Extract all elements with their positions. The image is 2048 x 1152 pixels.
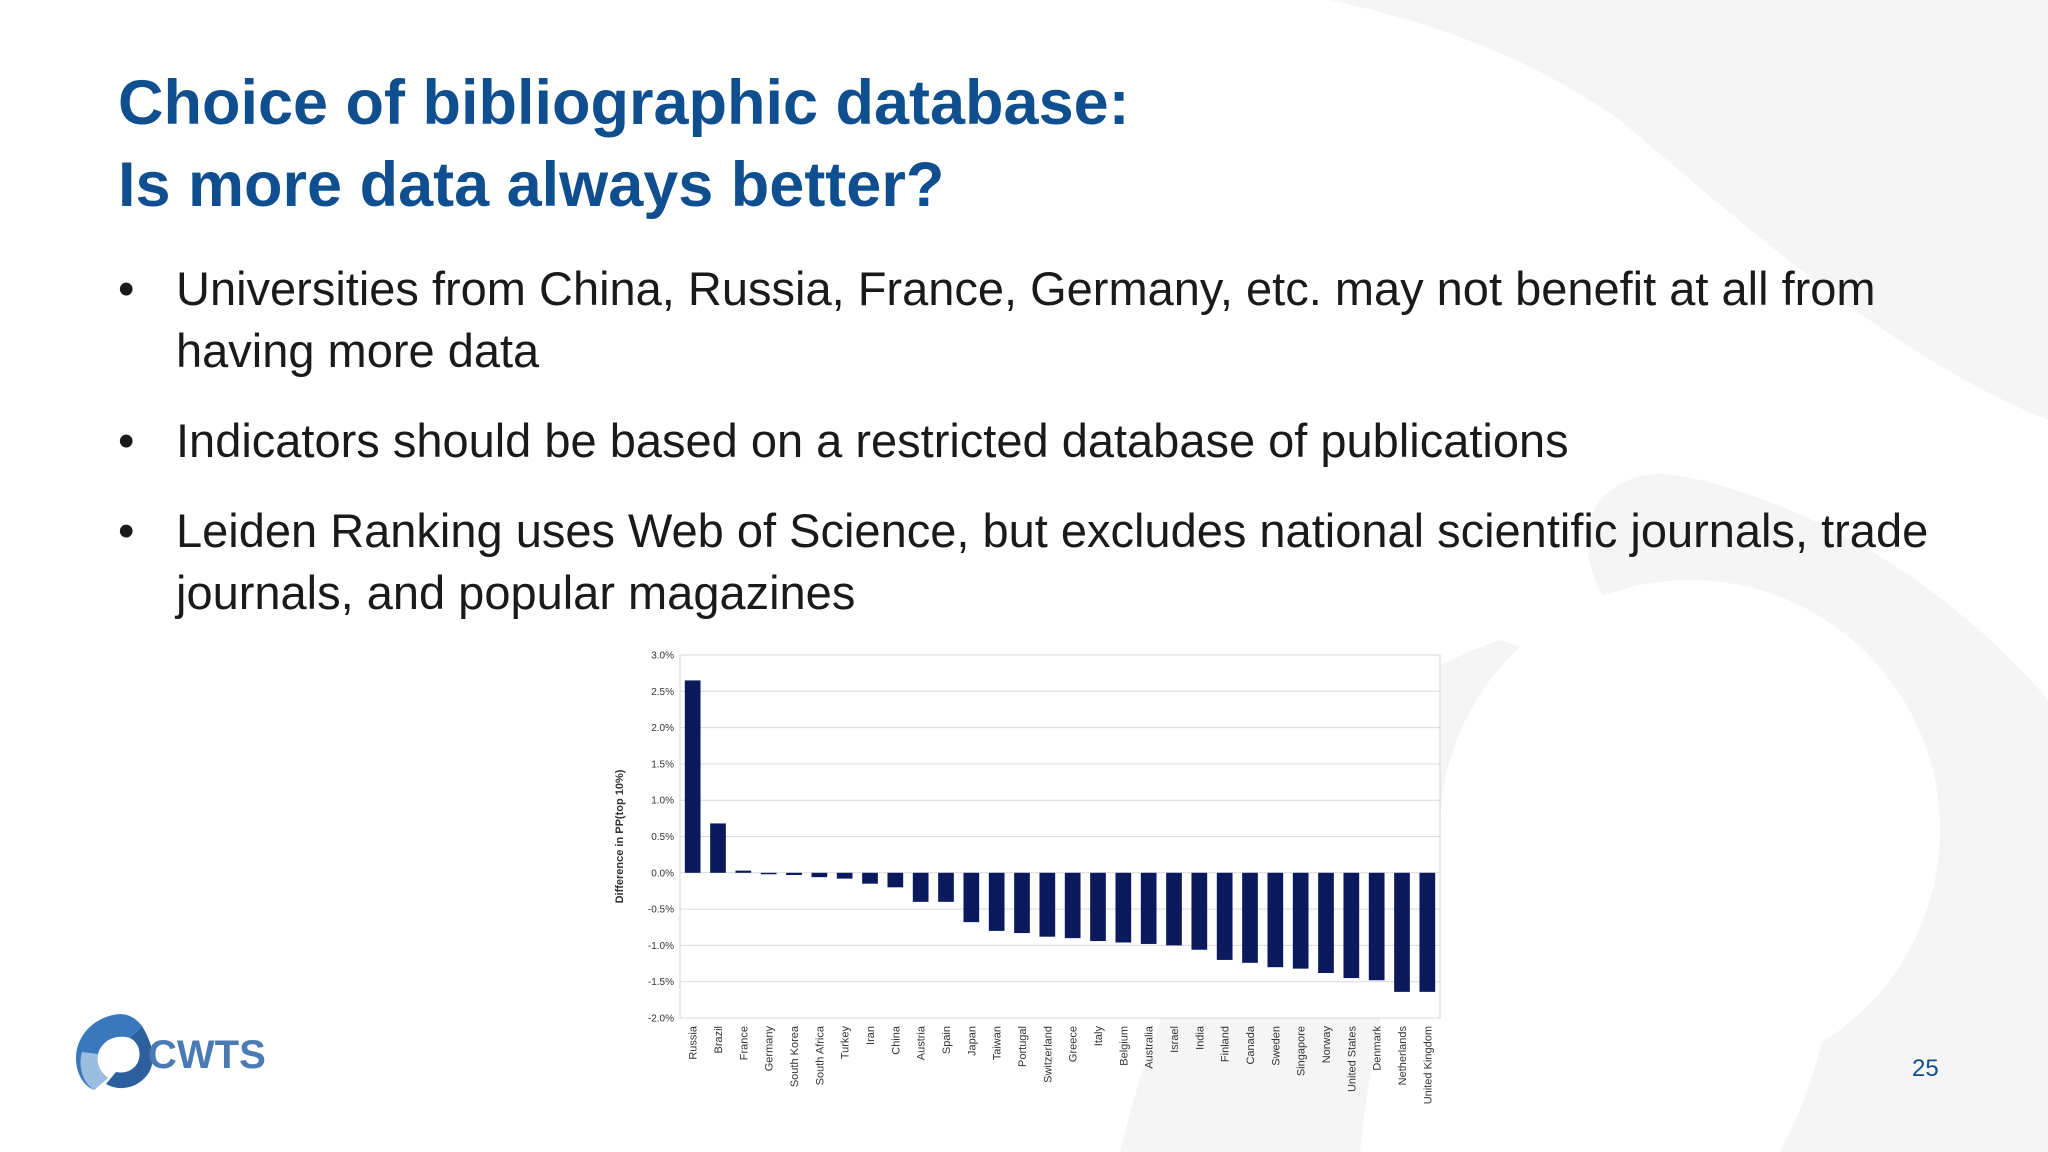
bar-canada: [1242, 872, 1258, 963]
x-tick-label: Italy: [1093, 1026, 1105, 1047]
bar-brazil: [710, 823, 726, 873]
x-tick-label: United States: [1346, 1026, 1358, 1093]
bar-spain: [938, 872, 954, 902]
x-tick-label: Spain: [941, 1026, 953, 1054]
bar-singapore: [1292, 872, 1309, 969]
bar-germany: [760, 872, 777, 875]
bar-taiwan: [988, 872, 1005, 931]
cwts-logo-mark: [76, 1014, 153, 1090]
bar-netherlands: [1394, 872, 1410, 992]
bar-united-states: [1343, 872, 1360, 979]
bar-australia: [1140, 872, 1157, 944]
page-number: 25: [1912, 1055, 1939, 1082]
bar-japan: [963, 872, 980, 923]
x-tick-label: Denmark: [1372, 1026, 1384, 1071]
bar-switzerland: [1039, 872, 1056, 937]
cwts-logo: CWTS: [76, 1014, 266, 1090]
bar-united-kingdom: [1419, 872, 1436, 992]
x-tick-label: Japan: [966, 1026, 978, 1056]
x-tick-label: Greece: [1068, 1026, 1080, 1062]
x-tick-label: South Korea: [789, 1025, 801, 1087]
bar-france: [735, 870, 752, 873]
bar-turkey: [836, 872, 853, 879]
bar-norway: [1318, 872, 1334, 973]
bullet-text: Indicators should be based on a restrict…: [176, 414, 1569, 467]
bar-austria: [912, 872, 929, 902]
bar-belgium: [1115, 872, 1132, 943]
bar-china: [887, 872, 904, 888]
bar-russia: [684, 680, 701, 873]
bar-finland: [1216, 872, 1233, 960]
x-tick-label: Taiwan: [992, 1026, 1004, 1060]
gridlines: [680, 654, 1440, 1019]
x-tick-label: South Africa: [814, 1025, 826, 1085]
bar-south-africa: [811, 872, 828, 878]
bar-portugal: [1014, 872, 1030, 934]
bullet-marker: •: [118, 504, 135, 557]
bullet-text: Universities from China, Russia, France,…: [176, 262, 1876, 377]
bar-italy: [1090, 872, 1106, 942]
y-tick-label: -0.5%: [648, 905, 674, 916]
y-tick-label: -1.0%: [648, 941, 674, 952]
x-tick-label: Belgium: [1118, 1026, 1130, 1066]
y-tick-label: 0.5%: [651, 832, 674, 843]
x-tick-label: Australia: [1144, 1025, 1156, 1069]
y-tick-label: -2.0%: [648, 1014, 674, 1025]
bullet-marker: •: [118, 262, 135, 315]
slide-title: Choice of bibliographic database: Is mor…: [118, 62, 1130, 226]
x-tick-label: Norway: [1321, 1026, 1333, 1064]
x-tick-label: Brazil: [713, 1026, 725, 1054]
bar-sweden: [1267, 872, 1284, 968]
y-tick-label: 0.0%: [651, 868, 674, 879]
bar-india: [1191, 872, 1208, 950]
bar-chart: 3.0% 2.5% 2.0% 1.5% 1.0% 0.5% 0.0% -0.5% -1.0% -1…: [614, 651, 1441, 1104]
bar-denmark: [1368, 872, 1385, 981]
x-tick-label: France: [738, 1026, 750, 1060]
y-tick-label: 1.5%: [651, 759, 674, 770]
x-tick-label: Austria: [916, 1025, 928, 1060]
bar-israel: [1166, 872, 1182, 946]
bar-south-korea: [786, 872, 802, 875]
x-tick-label: Netherlands: [1397, 1026, 1409, 1086]
x-tick-label: Switzerland: [1042, 1026, 1054, 1083]
title-line-1: Choice of bibliographic database:: [118, 68, 1130, 138]
y-tick-label: 2.0%: [651, 723, 674, 734]
bar-greece: [1064, 872, 1081, 939]
x-tick-label: China: [890, 1025, 902, 1055]
x-tick-label: Portugal: [1017, 1026, 1029, 1067]
x-tick-label: Turkey: [840, 1026, 852, 1060]
cwts-logo-text: CWTS: [148, 1033, 266, 1077]
x-tick-label: Israel: [1169, 1026, 1181, 1053]
x-tick-label: United Kingdom: [1422, 1026, 1434, 1104]
x-tick-label: Canada: [1245, 1025, 1257, 1064]
x-tick-label: Germany: [764, 1026, 776, 1072]
title-line-2: Is more data always better?: [118, 150, 945, 220]
x-axis-labels: Russia Brazil France Germany South Korea Sout…: [688, 1025, 1435, 1104]
y-tick-label: 1.0%: [651, 796, 674, 807]
y-tick-label: 3.0%: [651, 651, 674, 662]
bullet-item: • Universities from China, Russia, Franc…: [118, 258, 1948, 382]
bullet-text: Leiden Ranking uses Web of Science, but …: [176, 504, 1929, 619]
x-tick-label: India: [1194, 1025, 1206, 1050]
bar-iran: [862, 872, 878, 884]
y-axis-label: Difference in PP(top 10%): [614, 769, 626, 903]
bars: [684, 680, 1436, 992]
y-axis-ticks: 3.0% 2.5% 2.0% 1.5% 1.0% 0.5% 0.0% -0.5% -1.0% -1…: [648, 651, 674, 1025]
bullet-marker: •: [118, 414, 135, 467]
x-tick-label: Iran: [865, 1026, 877, 1045]
x-tick-label: Finland: [1220, 1026, 1232, 1062]
bullet-item: • Indicators should be based on a restri…: [118, 410, 1948, 472]
x-tick-label: Singapore: [1296, 1026, 1308, 1076]
x-tick-label: Russia: [688, 1025, 700, 1060]
y-tick-label: 2.5%: [651, 687, 674, 698]
bullet-list: • Universities from China, Russia, Franc…: [118, 258, 1948, 652]
x-tick-label: Sweden: [1270, 1026, 1282, 1066]
bullet-item: • Leiden Ranking uses Web of Science, bu…: [118, 500, 1948, 624]
y-tick-label: -1.5%: [648, 977, 674, 988]
